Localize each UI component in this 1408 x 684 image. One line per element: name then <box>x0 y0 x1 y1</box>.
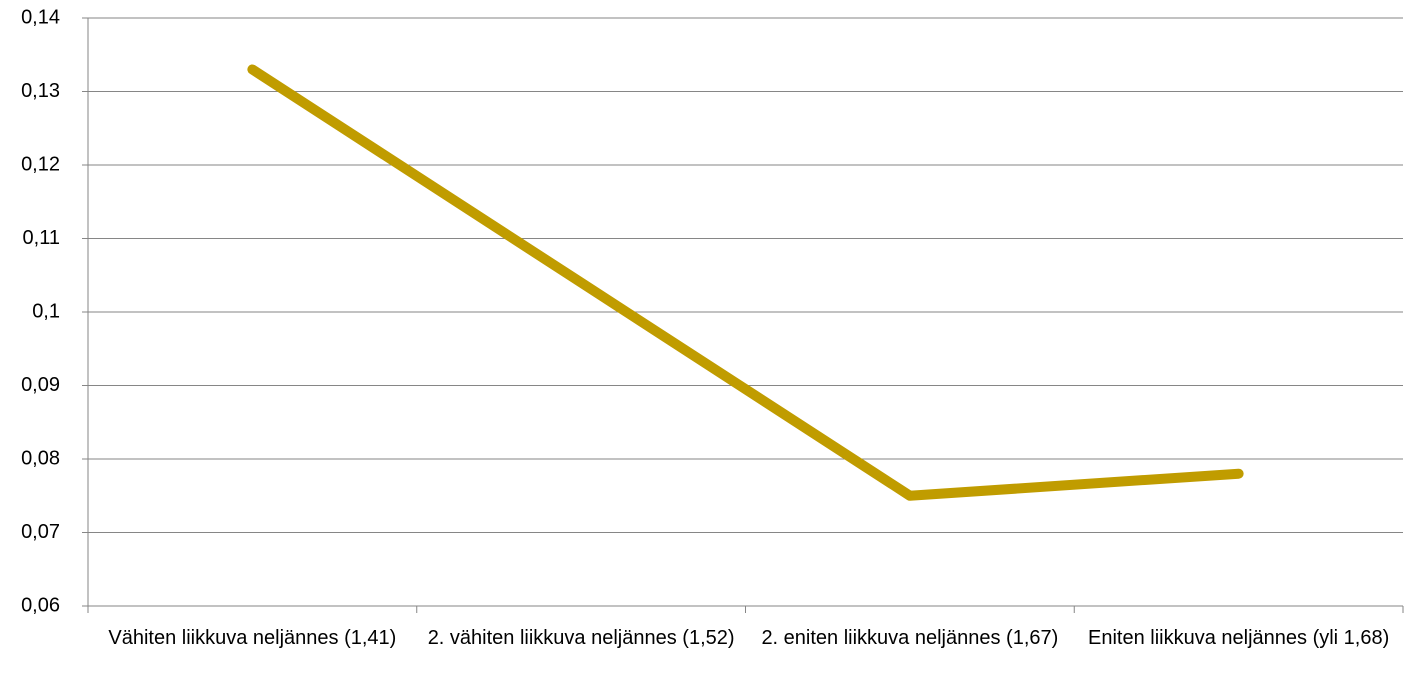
y-tick-label: 0,12 <box>21 153 60 175</box>
y-tick-label: 0,06 <box>21 594 60 616</box>
y-tick-label: 0,08 <box>21 447 60 469</box>
y-tick-label: 0,1 <box>32 300 60 322</box>
x-tick-label: 2. eniten liikkuva neljännes (1,67) <box>761 627 1059 649</box>
y-tick-label: 0,14 <box>21 6 60 28</box>
x-tick-label: Eniten liikkuva neljännes (yli 1,68) <box>1087 627 1390 649</box>
y-tick-label: 0,13 <box>21 80 60 102</box>
y-tick-label: 0,09 <box>21 374 60 396</box>
y-tick-label: 0,07 <box>21 521 60 543</box>
x-tick-label: 2. vähiten liikkuva neljännes (1,52) <box>427 627 735 649</box>
y-tick-label: 0,11 <box>23 227 60 249</box>
x-tick-label: Vähiten liikkuva neljännes (1,41) <box>108 627 397 649</box>
data-line <box>247 64 1244 501</box>
